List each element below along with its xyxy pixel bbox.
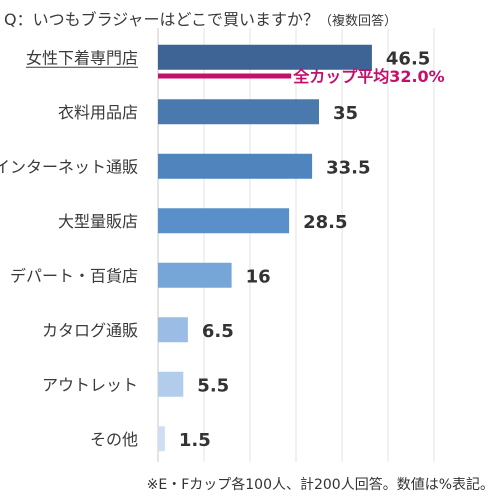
grid-lines bbox=[157, 28, 435, 462]
category-label: 女性下着専門店 bbox=[26, 48, 138, 67]
value-label: 28.5 bbox=[303, 212, 347, 233]
value-label: 16 bbox=[246, 266, 271, 287]
category-label: その他 bbox=[90, 430, 138, 449]
category-label: カタログ通販 bbox=[42, 321, 138, 340]
footnote: ※E・Fカップ各100人、計200人回答。数値は%表記。 bbox=[146, 477, 494, 493]
category-labels: 女性下着専門店衣料用品店インターネット通販大型量販店デパート・百貨店カタログ通販… bbox=[0, 48, 138, 449]
question-text: Q：いつもブラジャーはどこで買いますか？ bbox=[4, 10, 319, 29]
bar bbox=[158, 426, 165, 452]
value-label: 35 bbox=[333, 103, 358, 124]
category-label: インターネット通販 bbox=[0, 157, 138, 176]
value-label: 46.5 bbox=[386, 48, 430, 69]
bar bbox=[158, 262, 232, 288]
average-line bbox=[158, 73, 292, 79]
question-title: Q：いつもブラジャーはどこで買いますか？（複数回答） bbox=[4, 6, 397, 30]
bar bbox=[158, 317, 188, 343]
value-label: 1.5 bbox=[179, 430, 211, 451]
bar bbox=[158, 371, 184, 397]
bar bbox=[158, 153, 313, 179]
question-note: （複数回答） bbox=[319, 14, 398, 29]
category-label: 衣料用品店 bbox=[58, 103, 138, 122]
category-label: 大型量販店 bbox=[58, 212, 138, 231]
value-label: 33.5 bbox=[326, 157, 370, 178]
value-labels: 46.5 35 33.5 28.5 16 6.5 5.5 1.5 bbox=[179, 48, 430, 451]
value-label: 6.5 bbox=[202, 321, 234, 342]
category-label: アウトレット bbox=[42, 375, 138, 394]
category-label: デパート・百貨店 bbox=[10, 266, 138, 285]
bars bbox=[158, 44, 372, 452]
bar bbox=[158, 208, 290, 234]
average-label: 全カップ平均32.0% bbox=[292, 67, 445, 86]
bar bbox=[158, 44, 372, 70]
value-label: 5.5 bbox=[197, 375, 229, 396]
reference-average: 全カップ平均32.0% bbox=[158, 67, 445, 86]
bar bbox=[158, 99, 319, 125]
